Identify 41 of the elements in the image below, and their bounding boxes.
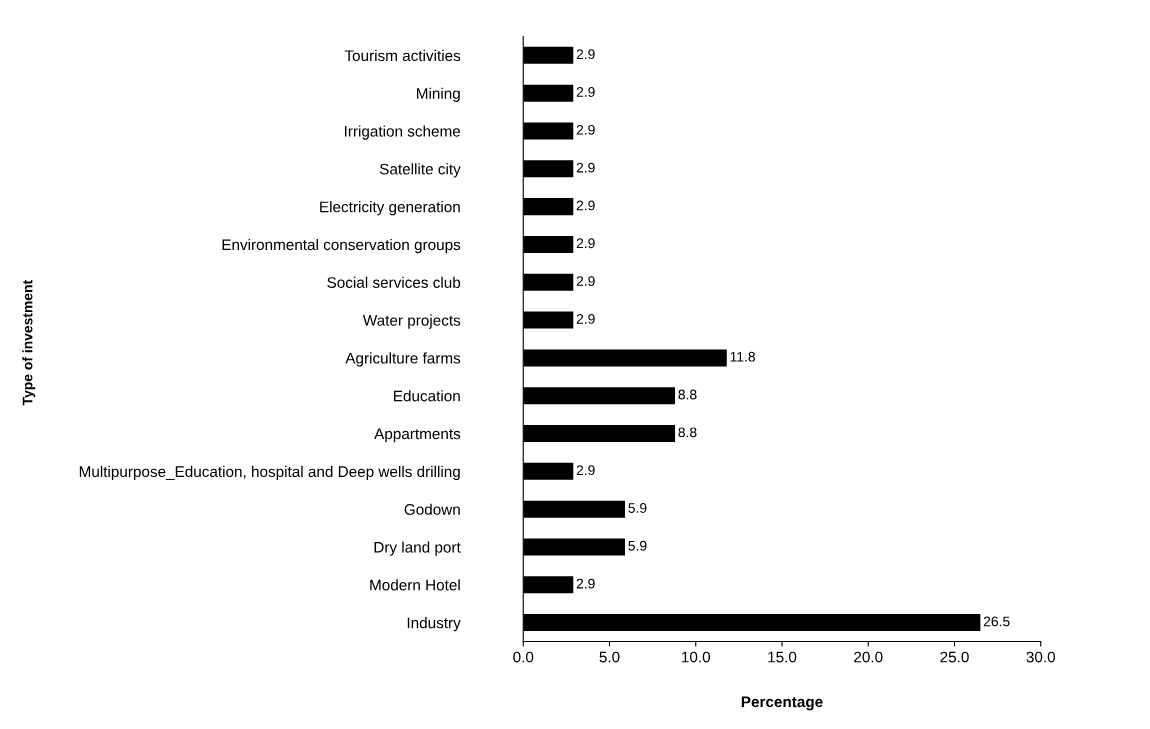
y-axis-title: Type of investment xyxy=(22,280,36,406)
data-label: 2.9 xyxy=(576,200,595,211)
x-axis-title: Percentage xyxy=(741,696,823,711)
data-label: 2.9 xyxy=(576,578,595,589)
y-tick-label: Education xyxy=(394,390,460,402)
data-label: 26.5 xyxy=(983,616,1010,627)
y-tick-label: Satellite city xyxy=(379,163,461,178)
y-tick-label: Tourism activities xyxy=(344,49,461,62)
data-label: 2.9 xyxy=(576,276,595,286)
data-label: 11.8 xyxy=(730,351,755,362)
x-tick-label: 5.0 xyxy=(599,651,620,663)
x-tick-label: 30.0 xyxy=(1026,651,1056,663)
y-tick-label: Dry land port xyxy=(374,541,461,556)
y-tick-label: Multipurpose_Education, hospital and Deep wells drilling xyxy=(79,465,460,481)
y-tick-label: Agriculture farms xyxy=(345,352,461,367)
x-tick-label: 20.0 xyxy=(854,651,883,663)
y-tick-label: Appartments xyxy=(374,428,461,443)
data-label: 2.9 xyxy=(576,313,595,324)
data-label: 2.9 xyxy=(576,87,595,97)
y-tick-label: Godown xyxy=(404,503,460,515)
y-tick-label: Social services club xyxy=(327,276,461,288)
data-label: 2.9 xyxy=(576,49,595,60)
x-tick-label: 15.0 xyxy=(768,651,797,663)
data-label: 2.9 xyxy=(576,238,595,249)
data-label: 5.9 xyxy=(628,540,647,551)
data-label: 2.9 xyxy=(576,162,595,173)
data-label: 8.8 xyxy=(678,427,697,438)
data-label: 2.9 xyxy=(576,124,595,135)
y-tick-label: Modern Hotel xyxy=(370,579,460,591)
y-tick-label: Irrigation scheme xyxy=(344,125,461,140)
data-label: 8.8 xyxy=(678,389,697,400)
x-tick-label: 0.0 xyxy=(513,651,534,663)
x-tick-label: 25.0 xyxy=(940,651,969,663)
y-tick-label: Environmental conservation groups xyxy=(222,238,461,254)
data-label: 2.9 xyxy=(576,465,595,476)
x-tick-label: 10.0 xyxy=(682,651,711,663)
y-tick-label: Mining xyxy=(417,87,460,102)
y-tick-label: Water projects xyxy=(362,314,461,329)
y-tick-label: Industry xyxy=(407,617,461,632)
data-label: 5.9 xyxy=(628,503,647,513)
y-tick-label: Electricity generation xyxy=(320,201,460,216)
